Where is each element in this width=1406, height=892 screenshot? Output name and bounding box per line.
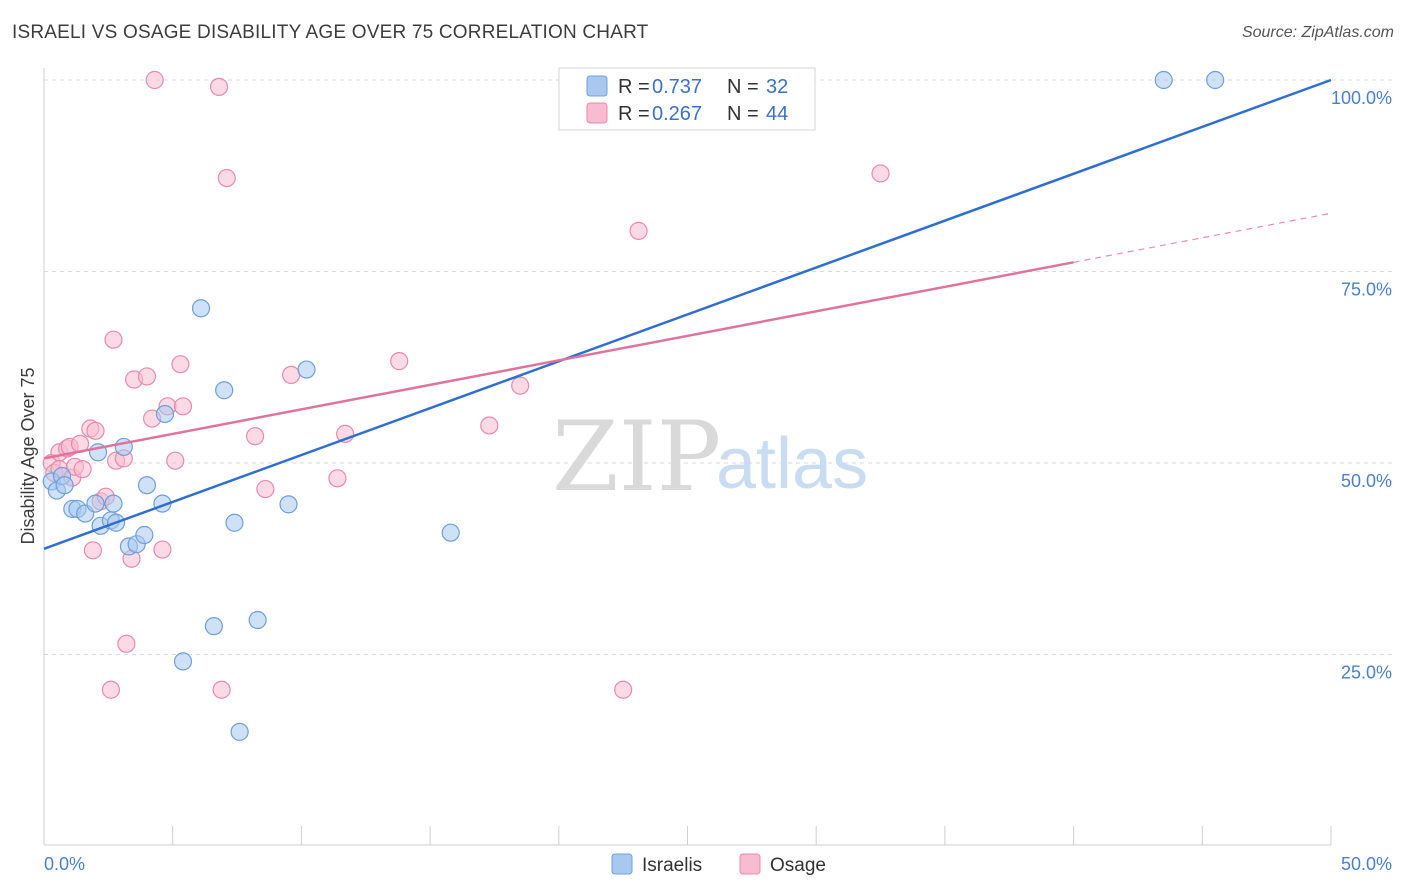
y-tick-label-25: 25.0% — [1341, 663, 1392, 683]
x-axis-ticks — [43, 826, 1332, 845]
osage-point-27 — [166, 451, 185, 470]
israelis-point-20 — [173, 652, 193, 671]
osage-point-16 — [104, 330, 123, 349]
legend-israelis-n-value: 32 — [766, 76, 788, 98]
osage-point-36 — [328, 469, 347, 488]
x-tick-label-max: 50.0% — [1341, 854, 1392, 874]
legend: R = 0.737 N = 32 R = 0.267 N = 44 — [558, 67, 816, 131]
legend-swatch-osage — [586, 102, 608, 124]
israelis-point-17 — [137, 476, 157, 495]
y-tick-label-50: 50.0% — [1341, 471, 1392, 491]
watermark-atlas: atlas — [716, 424, 868, 504]
legend-osage-n-value: 44 — [766, 103, 788, 125]
osage-point-25 — [153, 540, 172, 559]
israelis-points — [42, 70, 1225, 741]
osage-point-41 — [614, 680, 633, 699]
bottom-legend-osage: Osage — [770, 855, 826, 876]
israelis-point-16 — [135, 525, 154, 545]
source-label: Source: ZipAtlas.com — [1241, 24, 1394, 41]
osage-point-43 — [871, 164, 890, 183]
legend-israelis-r-value: 0.737 — [652, 76, 702, 98]
osage-point-38 — [390, 352, 409, 371]
israelis-point-19 — [155, 404, 175, 424]
osage-trend-line — [43, 261, 1074, 460]
chart-title: ISRAELI VS OSAGE DISABILITY AGE OVER 75 … — [12, 22, 649, 43]
bottom-legend: Israelis Osage — [611, 853, 826, 876]
osage-point-24 — [145, 70, 164, 90]
bottom-legend-israelis: Israelis — [642, 855, 702, 876]
osage-point-30 — [209, 77, 229, 96]
bottom-legend-swatch-israelis — [611, 853, 633, 875]
legend-swatch-israelis — [586, 75, 608, 97]
israelis-point-27 — [279, 495, 298, 514]
israelis-point-25 — [230, 722, 249, 741]
osage-point-31 — [212, 680, 231, 699]
grid-lines — [44, 79, 1392, 655]
trend-lines — [43, 78, 1332, 550]
osage-trend-extension — [1073, 212, 1332, 263]
israelis-point-7 — [86, 494, 105, 513]
y-tick-label-75: 75.0% — [1341, 280, 1392, 300]
watermark-zip: ZIP — [552, 401, 721, 513]
y-axis-label: Disability Age Over 75 — [18, 367, 38, 544]
osage-point-33 — [245, 427, 265, 446]
osage-point-9 — [73, 460, 92, 479]
israelis-point-3 — [55, 476, 74, 495]
osage-point-12 — [86, 421, 105, 440]
osage-point-32 — [217, 168, 236, 188]
israelis-trend-line — [43, 78, 1332, 550]
israelis-point-22 — [204, 617, 223, 636]
legend-osage-n-label: N = — [727, 103, 759, 125]
israelis-point-21 — [191, 299, 211, 318]
osage-point-35 — [282, 365, 301, 385]
osage-point-39 — [480, 416, 499, 435]
y-tick-labels: 25.0% 50.0% 75.0% 100.0% — [1331, 88, 1392, 683]
israelis-point-29 — [441, 523, 460, 542]
osage-point-28 — [171, 355, 190, 374]
israelis-point-11 — [104, 494, 123, 513]
israelis-point-24 — [225, 513, 244, 532]
osage-point-11 — [83, 541, 103, 560]
legend-osage-r-label: R = — [618, 103, 650, 125]
bottom-legend-swatch-osage — [739, 853, 761, 875]
osage-points — [42, 70, 890, 699]
legend-osage-r-value: 0.267 — [652, 103, 702, 125]
israelis-point-23 — [215, 381, 234, 400]
osage-point-40 — [511, 376, 530, 395]
legend-israelis-n-label: N = — [727, 76, 759, 98]
legend-israelis-r-label: R = — [618, 76, 650, 98]
watermark: ZIP atlas — [552, 401, 868, 513]
israelis-point-26 — [248, 610, 267, 630]
osage-point-29 — [173, 397, 193, 416]
israelis-point-31 — [1206, 70, 1225, 90]
israelis-point-30 — [1154, 70, 1173, 90]
israelis-point-28 — [297, 360, 316, 379]
y-tick-label-100: 100.0% — [1331, 88, 1392, 108]
osage-point-34 — [256, 479, 275, 499]
osage-point-15 — [101, 680, 121, 699]
osage-point-42 — [629, 221, 648, 241]
x-tick-label-min: 0.0% — [44, 854, 85, 874]
osage-point-19 — [117, 634, 136, 653]
osage-point-22 — [137, 367, 157, 386]
